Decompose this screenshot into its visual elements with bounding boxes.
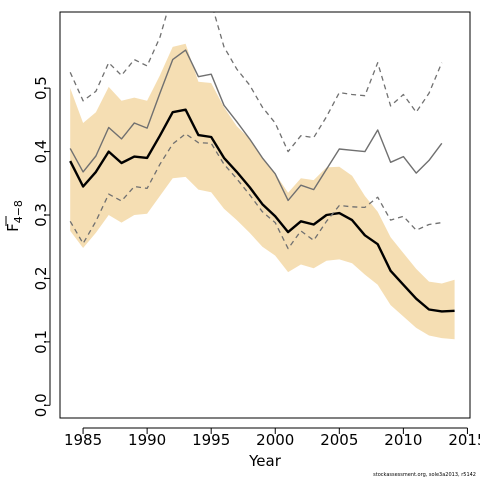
series-line-retro-lower <box>69 133 442 250</box>
series-line-estimate <box>69 108 455 313</box>
series-line-retro-upper <box>69 12 443 153</box>
y-axis-title-subscript: 4−8 <box>12 200 25 223</box>
x-tick-label: 2010 <box>384 431 422 449</box>
x-tick-label: 2015 <box>448 431 480 449</box>
series-line-retro-estimate <box>69 49 443 202</box>
y-axis-title-main: F <box>4 223 22 232</box>
x-tick-label: 2000 <box>256 431 294 449</box>
x-tick-label: 1985 <box>64 431 102 449</box>
svg-text:F4−8: F4−8 <box>4 200 25 232</box>
x-axis-title: Year <box>248 452 282 470</box>
y-axis-title: F4−8 <box>4 200 25 232</box>
plot-area <box>69 12 455 340</box>
x-tick-label: 1995 <box>192 431 230 449</box>
y-tick-label: 0.3 <box>32 203 50 227</box>
y-tick-label: 0.4 <box>32 140 50 164</box>
y-tick-label: 0.5 <box>32 76 50 100</box>
source-note: stockassessment.org, sole3a2013, r5142 <box>373 472 476 478</box>
confidence-band <box>70 43 455 340</box>
x-axis: 1985 1990 1995 2000 2005 2010 2015 <box>64 427 480 449</box>
y-tick-label: 0.0 <box>32 393 50 417</box>
x-tick-label: 1990 <box>128 431 166 449</box>
y-tick-label: 0.2 <box>32 266 50 290</box>
y-tick-label: 0.1 <box>32 330 50 354</box>
y-axis: 0.0 0.1 0.2 0.3 0.4 0.5 <box>32 76 51 417</box>
x-tick-label: 2005 <box>320 431 358 449</box>
plot-frame <box>59 11 471 419</box>
